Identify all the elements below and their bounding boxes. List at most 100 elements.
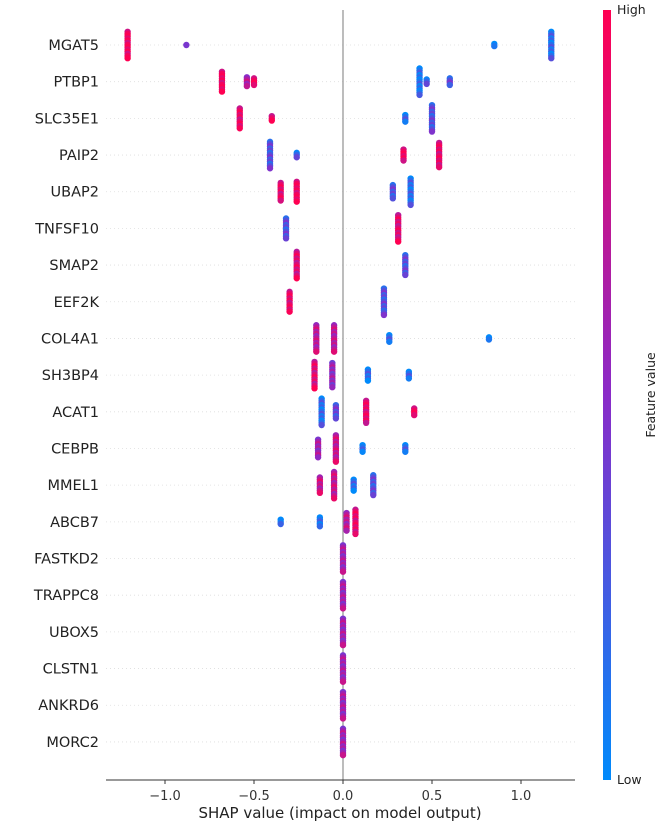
colorbar-high-label: High [617, 2, 646, 17]
point [339, 678, 347, 685]
point-cluster [314, 436, 322, 461]
point [339, 605, 347, 612]
point-cluster [293, 149, 300, 161]
point [343, 527, 350, 534]
x-axis-label: SHAP value (impact on model output) [198, 804, 481, 822]
point [293, 198, 300, 205]
point-cluster [394, 212, 402, 245]
point [268, 117, 275, 124]
point-cluster [352, 506, 359, 538]
point-cluster [491, 40, 498, 50]
point-cluster [332, 432, 340, 465]
point-cluster [330, 468, 338, 502]
feature-label: CLSTN1 [43, 662, 99, 678]
point-cluster [402, 251, 409, 279]
feature-label: ACAT1 [52, 405, 99, 421]
point-cluster [339, 688, 347, 722]
point [405, 375, 413, 382]
point [286, 308, 293, 315]
point-cluster [277, 179, 284, 204]
point [316, 489, 324, 497]
point [311, 385, 318, 392]
feature-label: PTBP1 [53, 75, 99, 91]
point-cluster [485, 334, 493, 343]
x-tick-label: −0.5 [238, 789, 270, 804]
point-cluster [402, 111, 409, 125]
point-cluster [405, 368, 413, 382]
point-cluster [282, 215, 290, 242]
point-cluster [364, 366, 372, 384]
feature-label: UBOX5 [49, 625, 99, 641]
point-cluster [266, 138, 274, 172]
point [428, 128, 436, 135]
point-cluster [389, 181, 397, 202]
points [124, 28, 555, 759]
point-cluster [218, 68, 226, 95]
feature-label: SLC35E1 [35, 111, 99, 127]
point [423, 80, 430, 88]
point-cluster [548, 28, 555, 62]
point [339, 568, 347, 575]
point-cluster [332, 402, 340, 422]
point-cluster [370, 472, 377, 499]
point-cluster [423, 76, 430, 88]
feature-label: ABCB7 [50, 515, 99, 531]
point [124, 55, 131, 62]
point-cluster [286, 288, 293, 315]
point-cluster [402, 441, 409, 455]
point [364, 377, 372, 384]
x-tick-label: 1.0 [511, 789, 532, 804]
point [250, 81, 258, 89]
point-cluster [411, 405, 418, 419]
point [548, 55, 555, 62]
point-cluster [316, 514, 324, 530]
feature-label: MMEL1 [48, 478, 100, 494]
point-cluster [350, 476, 357, 494]
feature-label: CEBPB [51, 441, 99, 457]
feature-label: TNFSF10 [34, 221, 99, 237]
feature-label: COL4A1 [41, 331, 99, 347]
point-cluster [446, 75, 453, 89]
point [330, 348, 338, 355]
point-cluster [183, 41, 190, 49]
point-cluster [268, 112, 275, 124]
point-cluster [435, 139, 443, 171]
colorbar [603, 10, 611, 780]
point [402, 118, 409, 125]
point-cluster [407, 175, 414, 209]
point [359, 448, 366, 455]
point-cluster [400, 146, 407, 164]
point-cluster [339, 652, 347, 685]
point [402, 271, 409, 279]
point [316, 523, 324, 530]
point [236, 125, 243, 132]
colorbar-title: Feature value [643, 352, 658, 438]
point [339, 751, 347, 759]
point-cluster [318, 395, 325, 429]
point [411, 411, 418, 419]
point-cluster [339, 578, 347, 612]
point-cluster [330, 322, 338, 355]
feature-label: PAIP2 [59, 148, 99, 164]
feature-labels: MGAT5 PTBP1 SLC35E1 PAIP2 UBAP2 TNFSF10 SMAP2 E… [33, 38, 100, 751]
point [394, 238, 402, 245]
point [435, 163, 443, 171]
point [339, 715, 347, 722]
point-cluster [416, 65, 423, 99]
point [332, 415, 340, 422]
point-cluster [277, 516, 284, 528]
point [183, 41, 190, 49]
point [282, 235, 290, 242]
point [332, 458, 340, 465]
point-cluster [311, 358, 318, 392]
point [400, 157, 407, 164]
feature-label: SMAP2 [49, 258, 99, 274]
feature-label: MORC2 [46, 735, 99, 751]
x-ticks: −1.0 −0.5 0.0 0.5 1.0 [149, 780, 531, 804]
x-tick-label: 0.0 [333, 789, 354, 804]
point [380, 311, 388, 319]
point-cluster [243, 74, 251, 90]
point-cluster [428, 101, 436, 135]
x-tick-label: −1.0 [149, 789, 181, 804]
point [407, 201, 414, 209]
